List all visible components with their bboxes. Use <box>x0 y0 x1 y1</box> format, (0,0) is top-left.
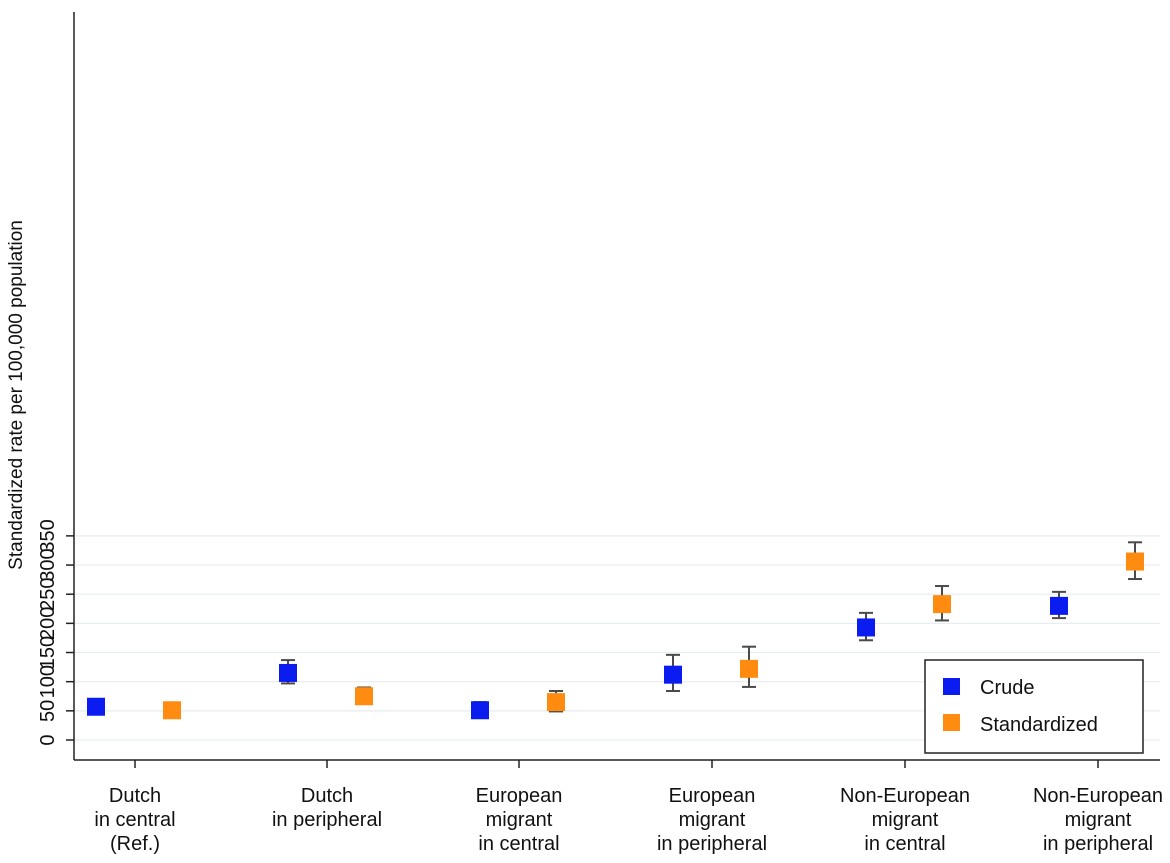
x-tick-label-line: (Ref.) <box>110 833 160 855</box>
x-tick-label-1: Dutch in peripheral <box>272 785 382 831</box>
x-tick-label-line: in peripheral <box>657 833 767 855</box>
y-tick-label-250: 250 <box>37 578 59 611</box>
x-tick-label-line: migrant <box>1065 809 1132 831</box>
marker-standardized-4 <box>933 595 951 614</box>
marker-standardized-5 <box>1126 552 1144 571</box>
x-tick-label-4: Non-European migrant in central <box>840 785 970 855</box>
x-tick-label-line: European <box>669 785 756 807</box>
y-tick-label-200: 200 <box>37 607 59 640</box>
x-tick-label-line: in central <box>864 833 945 855</box>
x-tick-label-line: Dutch <box>109 785 161 807</box>
x-tick-label-line: in central <box>478 833 559 855</box>
legend: Crude Standardized <box>924 659 1144 754</box>
y-tick-label-100: 100 <box>37 665 59 698</box>
x-tick-label-line: in peripheral <box>272 809 382 831</box>
marker-crude-5 <box>1050 596 1068 615</box>
x-ticks: Dutch in central (Ref.)Dutch in peripheralE… <box>94 760 1163 855</box>
legend-label-standardized: Standardized <box>980 714 1098 736</box>
x-tick-label-line: migrant <box>872 809 939 831</box>
legend-box <box>924 659 1144 754</box>
marker-standardized-2 <box>547 693 565 712</box>
x-tick-label-line: migrant <box>679 809 746 831</box>
y-tick-label-150: 150 <box>37 636 59 669</box>
marker-crude-0 <box>87 697 105 716</box>
x-tick-label-line: in peripheral <box>1043 833 1153 855</box>
y-tick-label-0: 0 <box>37 734 59 745</box>
marker-standardized-3 <box>740 659 758 678</box>
marker-crude-1 <box>279 663 297 682</box>
x-tick-label-2: European migrant in central <box>476 785 563 855</box>
marker-crude-4 <box>857 618 875 637</box>
legend-label-crude: Crude <box>980 677 1034 699</box>
x-tick-label-3: European migrant in peripheral <box>657 785 767 855</box>
y-tick-label-350: 350 <box>37 519 59 552</box>
legend-swatch-crude <box>943 678 960 695</box>
x-tick-label-line: European <box>476 785 563 807</box>
y-axis-title: Standardized rate per 100,000 population <box>6 220 27 570</box>
gridlines <box>75 535 1160 741</box>
marker-standardized-1 <box>355 687 373 706</box>
x-tick-label-line: Non-European <box>1033 785 1163 807</box>
marker-crude-2 <box>471 701 489 720</box>
x-tick-label-5: Non-European migrant in peripheral <box>1033 785 1163 855</box>
legend-swatch-standardized <box>943 714 960 731</box>
x-tick-label-line: migrant <box>486 809 553 831</box>
y-tick-label-300: 300 <box>37 548 59 581</box>
data-markers <box>87 552 1144 720</box>
y-tick-label-50: 50 <box>37 700 59 722</box>
marker-standardized-0 <box>163 701 181 720</box>
x-tick-label-line: in central <box>94 809 175 831</box>
x-tick-label-line: Non-European <box>840 785 970 807</box>
x-tick-label-0: Dutch in central (Ref.) <box>94 785 175 855</box>
axes <box>73 12 1160 761</box>
marker-crude-3 <box>664 665 682 684</box>
x-tick-label-line: Dutch <box>301 785 353 807</box>
